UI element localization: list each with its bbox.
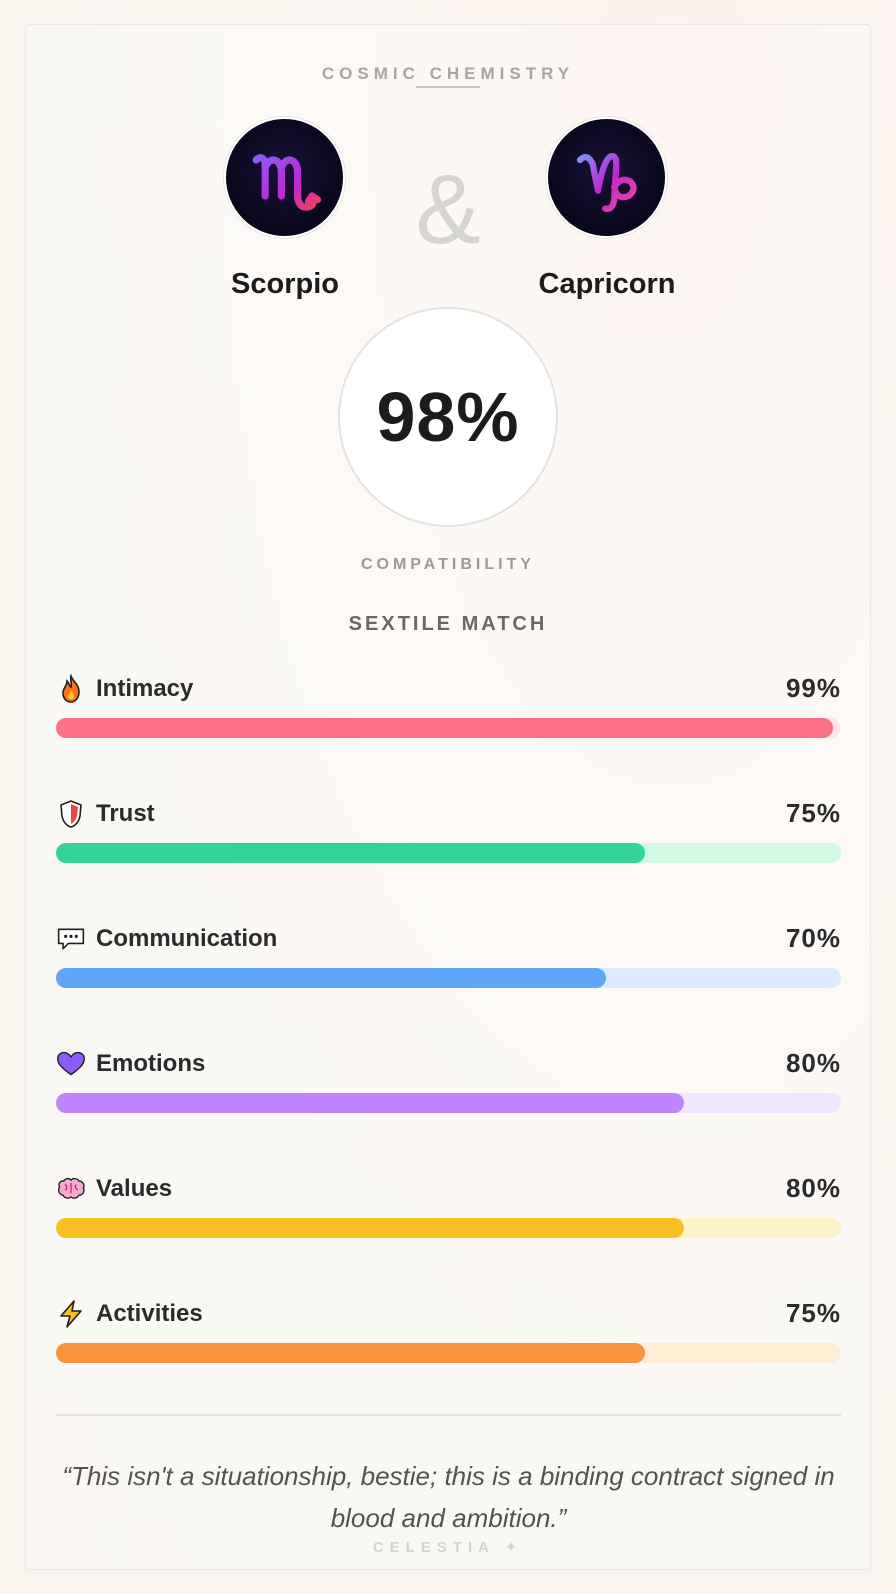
metric-fill [56, 1218, 684, 1238]
eyebrow-underline [416, 86, 480, 88]
metric-track [56, 1093, 841, 1113]
metric-percent: 80% [785, 1173, 841, 1203]
lightning-icon [56, 1297, 86, 1331]
metric-name: Values [96, 1175, 173, 1202]
compatibility-label: COMPATIBILITY [360, 556, 536, 573]
shield-icon [56, 797, 86, 831]
metric-percent: 75% [785, 1298, 841, 1328]
card-eyebrow: COSMIC CHEMISTRY [321, 64, 575, 83]
metric-percent: 75% [785, 798, 841, 828]
speech-bubble-icon [56, 922, 86, 956]
metric-percent: 80% [785, 1048, 841, 1078]
metric-percent: 99% [785, 673, 841, 703]
purple-heart-icon [56, 1047, 86, 1081]
divider [56, 1414, 841, 1416]
metric-emotions: Emotions 80% [56, 1046, 841, 1126]
metric-name: Intimacy [96, 675, 194, 702]
ampersand: & [415, 154, 481, 264]
metric-name: Trust [96, 800, 155, 827]
scorpio-glyph-icon [252, 153, 321, 211]
capricorn-avatar [546, 117, 667, 238]
compatibility-score: 98% [376, 378, 520, 456]
brand-watermark: CELESTIA ✦ [372, 1539, 524, 1556]
metric-track [56, 718, 841, 738]
metric-intimacy: Intimacy 99% [56, 671, 841, 751]
metric-name: Activities [96, 1300, 203, 1327]
quote: “This isn't a situationship, bestie; thi… [62, 1461, 835, 1533]
metric-track [56, 843, 841, 863]
metric-name: Communication [96, 925, 278, 952]
scorpio-avatar [224, 117, 345, 238]
metric-fill [56, 718, 834, 738]
metric-trust: Trust 75% [56, 796, 841, 876]
metric-activities: Activities 75% [56, 1296, 841, 1376]
match-type: SEXTILE MATCH [348, 613, 548, 635]
fire-icon [56, 672, 86, 706]
metric-fill [56, 968, 606, 988]
metric-track [56, 1218, 841, 1238]
brain-icon [56, 1172, 86, 1206]
score-circle: 98% [338, 307, 558, 527]
capricorn-glyph-icon [576, 152, 637, 212]
metric-communication: Communication 70% [56, 921, 841, 1001]
compatibility-card [25, 24, 871, 1570]
metric-fill [56, 1093, 684, 1113]
metric-values: Values 80% [56, 1171, 841, 1251]
metric-fill [56, 843, 645, 863]
sign-name-scorpio: Scorpio [231, 268, 339, 300]
sign-name-capricorn: Capricorn [538, 268, 676, 300]
metric-name: Emotions [96, 1050, 206, 1077]
metric-track [56, 968, 841, 988]
metric-percent: 70% [785, 923, 841, 953]
metric-fill [56, 1343, 645, 1363]
metric-track [56, 1343, 841, 1363]
